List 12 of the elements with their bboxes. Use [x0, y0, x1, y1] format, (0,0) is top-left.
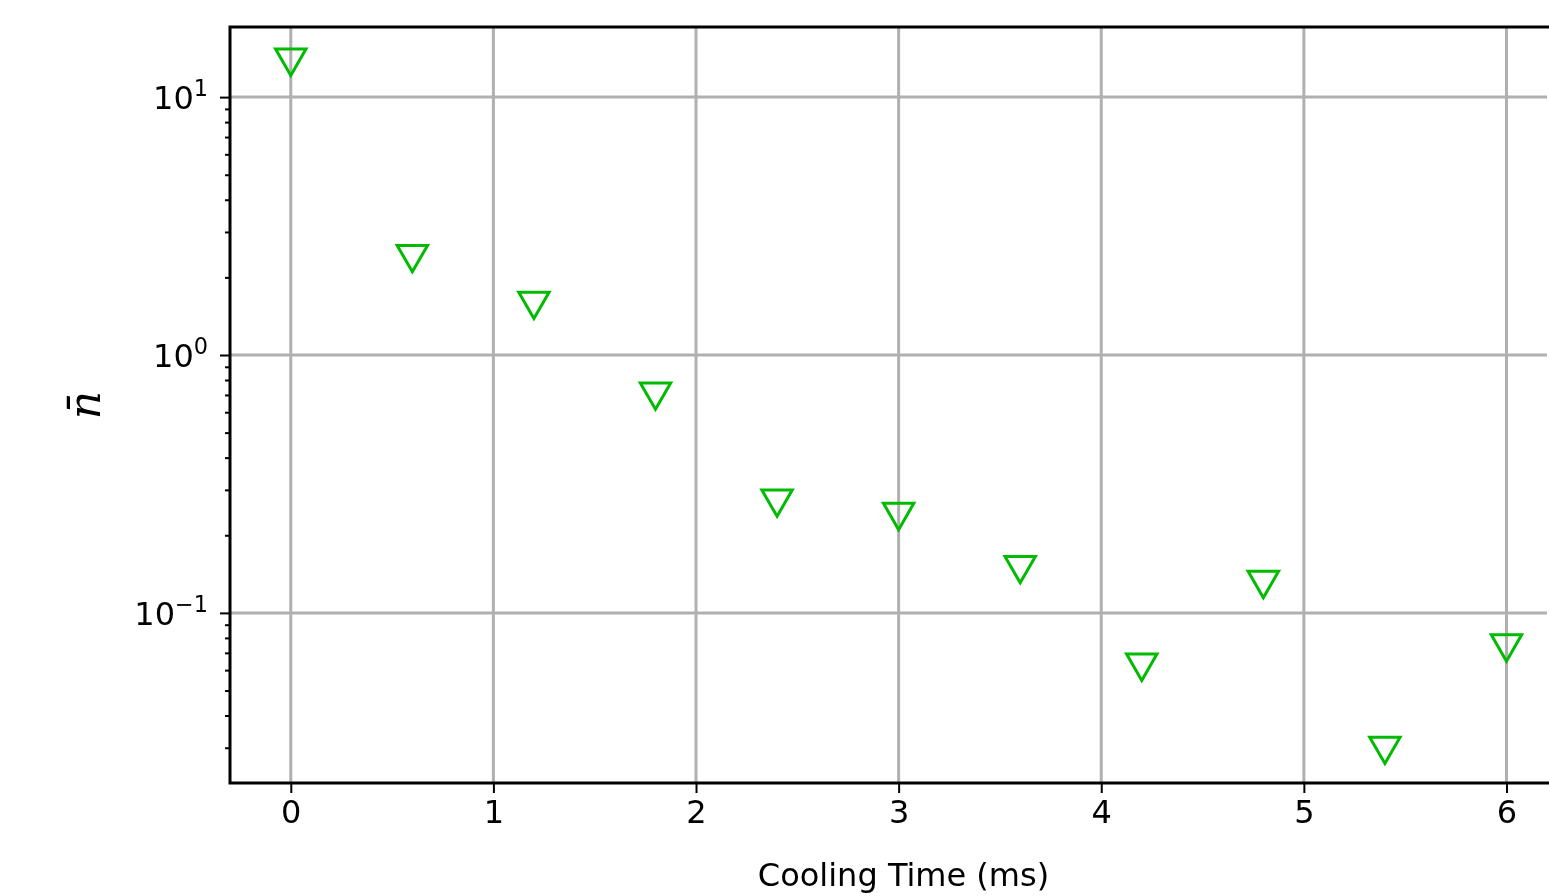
- x-tick-label: 2: [686, 793, 707, 831]
- x-tick-label: 3: [888, 793, 910, 831]
- x-tick-label: 6: [1496, 793, 1518, 831]
- y-axis-title: n̄: [59, 390, 110, 420]
- x-tick-label: 5: [1294, 793, 1315, 831]
- y-tick-label: 10$^{0}$: [153, 332, 208, 375]
- y-tick-label: 10$^{1}$: [153, 74, 208, 117]
- x-tick-label: 0: [281, 793, 302, 831]
- x-axis-title: Cooling Time (ms): [757, 856, 1050, 894]
- y-tick-label: 10$^{−1}$: [134, 590, 208, 633]
- x-tick-label: 4: [1091, 793, 1112, 831]
- x-tick-label: 1: [483, 793, 505, 831]
